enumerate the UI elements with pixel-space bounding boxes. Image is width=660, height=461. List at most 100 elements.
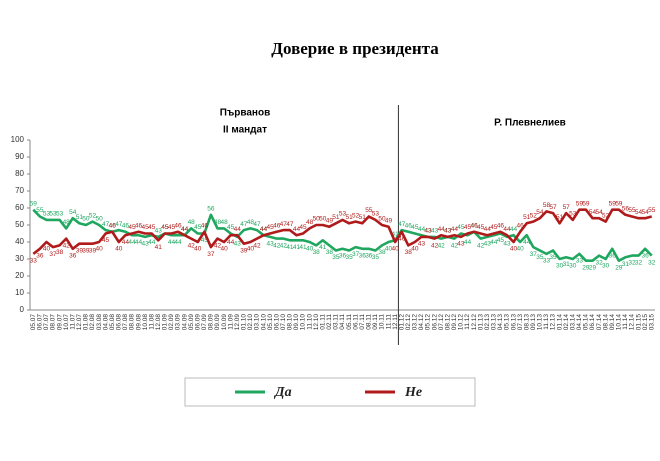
data-label: 40 [392, 246, 400, 253]
data-label: 32 [648, 259, 656, 266]
y-tick-label: 20 [15, 271, 24, 280]
x-tick-label: 09.14 [609, 314, 616, 331]
data-label: 39 [89, 247, 97, 254]
data-label: 47 [280, 221, 288, 228]
x-tick-label: 02.09 [168, 314, 175, 331]
data-label: 36 [609, 253, 617, 260]
data-label: 43 [444, 228, 452, 235]
data-label: 55 [648, 207, 656, 214]
data-label: 46 [109, 223, 117, 230]
data-label: 58 [543, 202, 551, 209]
data-label: 45 [299, 224, 307, 231]
data-label: 54 [69, 209, 77, 216]
data-label: 51 [523, 214, 531, 221]
data-label: 43 [424, 228, 432, 235]
data-label: 43 [444, 228, 452, 235]
x-tick-label: 10.13 [537, 314, 544, 331]
x-tick-label: 04.14 [576, 314, 583, 331]
data-label: 38 [326, 249, 334, 256]
x-tick-label: 03.15 [648, 314, 655, 331]
data-label: 48 [220, 219, 228, 226]
x-tick-label: 07.08 [122, 314, 129, 331]
y-tick-label: 30 [15, 254, 24, 263]
data-label: 42 [63, 242, 71, 249]
data-label: 53 [56, 211, 64, 218]
data-label: 54 [589, 209, 597, 216]
x-tick-label: 05.12 [425, 314, 432, 331]
x-tick-label: 03.09 [175, 314, 182, 331]
data-label: 47 [253, 221, 261, 228]
legend-box [184, 377, 476, 407]
x-tick-label: 02.10 [247, 314, 254, 331]
data-label: 50 [319, 216, 327, 223]
data-label: 45 [267, 224, 275, 231]
x-tick-label: 10.08 [142, 314, 149, 331]
x-tick-label: 11.07 [69, 314, 76, 330]
x-tick-label: 09.10 [293, 314, 300, 331]
data-label: 57 [549, 204, 557, 211]
x-tick-label: 04.13 [497, 314, 504, 331]
x-tick-label: 12.13 [550, 314, 557, 331]
annotation: II мандат [223, 125, 267, 136]
x-tick-label: 05.11 [346, 314, 353, 330]
x-tick-label: 08.12 [444, 314, 451, 331]
data-label: 45 [148, 224, 156, 231]
data-label: 43 [267, 241, 275, 248]
x-tick-label: 03.14 [569, 314, 576, 331]
x-tick-label: 07.14 [596, 314, 603, 331]
data-label: 49 [326, 217, 334, 224]
data-label: 42 [273, 242, 281, 249]
data-label: 37 [207, 251, 215, 258]
data-label: 45 [128, 224, 136, 231]
data-label: 45 [227, 224, 235, 231]
data-label: 44 [293, 226, 301, 233]
data-label: 45 [102, 237, 110, 244]
legend-label: Не [404, 385, 422, 400]
data-label: 45 [490, 224, 498, 231]
data-label: 48 [306, 219, 314, 226]
x-tick-label: 03.10 [254, 314, 261, 331]
data-label: 52 [530, 212, 538, 219]
x-tick-label: 10.09 [221, 314, 228, 331]
data-label: 40 [247, 246, 255, 253]
x-tick-label: 03.08 [96, 314, 103, 331]
x-tick-label: 07.10 [280, 314, 287, 331]
data-label: 41 [293, 244, 301, 251]
data-label: 44 [510, 226, 518, 233]
data-label: 56 [622, 206, 630, 213]
x-tick-label: 08.11 [366, 314, 373, 330]
data-label: 35 [372, 254, 380, 261]
y-tick-label: 70 [15, 186, 24, 195]
data-label: 45 [194, 224, 202, 231]
data-label: 41 [392, 231, 400, 238]
data-label: 50 [82, 216, 90, 223]
data-label: 31 [563, 261, 571, 268]
x-tick-label: 02.13 [484, 314, 491, 331]
data-label: 43 [457, 241, 465, 248]
data-label: 36 [69, 253, 77, 260]
x-tick-label: 05.13 [504, 314, 511, 331]
data-label: 47 [240, 221, 248, 228]
data-label: 50 [313, 216, 321, 223]
x-tick-label: 06.13 [510, 314, 517, 331]
data-label: 55 [365, 207, 373, 214]
data-label: 40 [510, 246, 518, 253]
data-label: 40 [220, 246, 228, 253]
x-tick-label: 05.14 [583, 314, 590, 331]
x-tick-label: 01.10 [241, 314, 248, 331]
x-tick-label: 03.13 [491, 314, 498, 331]
data-label: 50 [378, 216, 386, 223]
data-label: 35 [536, 254, 544, 261]
data-label: 43 [234, 241, 242, 248]
x-tick-label: 06.11 [352, 314, 359, 330]
data-label: 48 [247, 219, 255, 226]
x-tick-label: 05.10 [267, 314, 274, 331]
data-label: 44 [464, 239, 472, 246]
x-tick-label: 02.15 [642, 314, 649, 331]
data-label: 46 [122, 223, 130, 230]
data-label: 43 [484, 241, 492, 248]
y-tick-label: 10 [15, 288, 24, 297]
x-tick-label: 12.10 [313, 314, 320, 331]
data-label: 38 [313, 249, 321, 256]
data-label: 45 [161, 224, 169, 231]
